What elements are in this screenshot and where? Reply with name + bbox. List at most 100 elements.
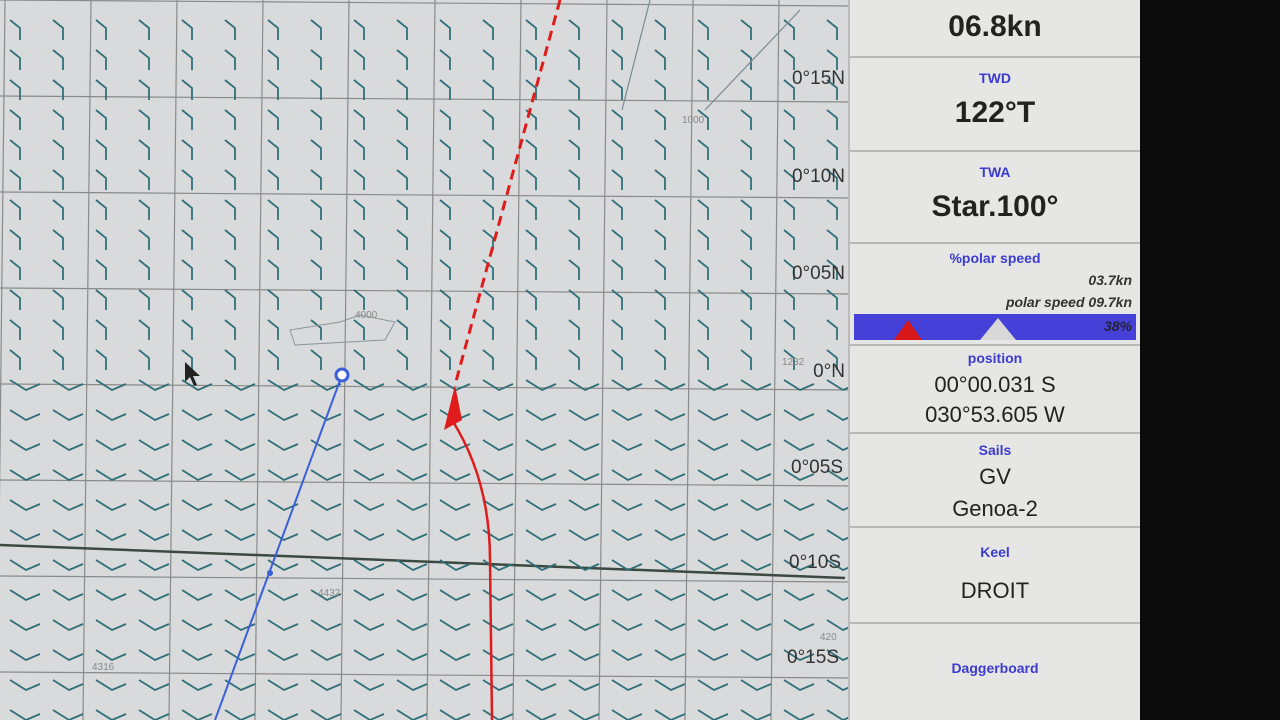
wind-barb-icon (396, 259, 408, 280)
wind-barb-icon (310, 199, 322, 220)
wind-barb-icon (224, 409, 256, 422)
contour-line (289, 314, 396, 346)
wind-barb-icon (697, 259, 709, 280)
wind-barb-icon (482, 559, 514, 572)
wind-barb-icon (740, 379, 772, 392)
wind-barb-icon (9, 169, 21, 190)
wind-barb-icon (525, 349, 537, 370)
wind-barb-icon (439, 79, 451, 100)
wind-barb-icon (310, 349, 322, 370)
wind-barb-icon (138, 379, 170, 392)
wind-barb-icon (396, 469, 428, 482)
map-canvas[interactable]: 1000 4000 4432 1232 420 4316 (0, 0, 855, 720)
wind-barb-icon (826, 349, 838, 370)
grid-line (770, 0, 780, 720)
wind-barb-icon (654, 649, 686, 662)
wind-barb-icon (267, 649, 299, 662)
wind-barb-icon (568, 709, 600, 720)
wind-barb-icon (740, 409, 772, 422)
wind-barb-icon (52, 559, 84, 572)
wind-barb-icon (783, 469, 815, 482)
wind-barb-icon (568, 379, 600, 392)
wind-barb-icon (439, 529, 471, 542)
wind-barb-icon (181, 79, 193, 100)
lat-label: 0°10N (791, 166, 845, 187)
wind-barb-icon (310, 469, 342, 482)
wind-barb-icon (181, 169, 193, 190)
wind-barb-icon (482, 139, 494, 160)
wind-barb-icon (568, 229, 580, 250)
wind-barb-icon (138, 349, 150, 370)
wind-barb-icon (482, 199, 494, 220)
wind-barb-icon (9, 199, 21, 220)
wind-barb-icon (697, 139, 709, 160)
wind-barb-icon (310, 679, 342, 692)
wind-barb-icon (95, 409, 127, 422)
wind-barb-icon (138, 559, 170, 572)
wind-barb-icon (482, 499, 514, 512)
wind-barb-icon (9, 589, 41, 602)
wind-barb-icon (740, 259, 752, 280)
wind-barb-icon (52, 199, 64, 220)
chart-map[interactable]: 1000 4000 4432 1232 420 4316 0°15N 0°10N 0°05… (0, 0, 855, 720)
wind-barb-icon (439, 709, 471, 720)
wind-barb-icon (439, 499, 471, 512)
wind-barb-icon (310, 109, 322, 130)
wind-barb-icon (353, 529, 385, 542)
wind-barb-icon (482, 379, 514, 392)
wind-barb-icon (396, 709, 428, 720)
wind-barb-icon (224, 79, 236, 100)
wind-barb-icon (525, 409, 557, 422)
wind-barb-icon (9, 469, 41, 482)
wind-barb-icon (181, 649, 213, 662)
wind-barb-icon (654, 319, 666, 340)
wind-barb-icon (568, 199, 580, 220)
wind-barb-icon (611, 649, 643, 662)
wind-barb-icon (9, 559, 41, 572)
wind-barb-icon (95, 379, 127, 392)
wind-barb-icon (396, 559, 428, 572)
wind-barb-icon (138, 529, 170, 542)
wind-barb-icon (267, 49, 279, 70)
wind-barb-icon (697, 649, 729, 662)
wind-barb-icon (783, 529, 815, 542)
current-speed: 03.7kn (1088, 272, 1132, 288)
wind-barb-icon (568, 49, 580, 70)
contour-line (621, 0, 651, 111)
wind-barb-icon (52, 409, 84, 422)
wind-barb-icon (482, 229, 494, 250)
wind-barb-icon (52, 379, 84, 392)
wind-barb-icon (181, 679, 213, 692)
wind-barb-icon (654, 559, 686, 572)
wind-barb-icon (482, 679, 514, 692)
wind-barb-icon (181, 589, 213, 602)
wind-barb-icon (95, 79, 107, 100)
wind-barb-icon (525, 379, 557, 392)
lat-label: 0°05S (791, 457, 843, 478)
wind-barb-icon (654, 619, 686, 632)
wind-barb-icon (482, 469, 514, 482)
wind-barb-icon (697, 349, 709, 370)
wind-barb-icon (740, 529, 772, 542)
wind-barb-icon (783, 229, 795, 250)
wind-barb-icon (568, 679, 600, 692)
wind-barb-icon (224, 589, 256, 602)
wind-barb-icon (181, 349, 193, 370)
wind-barb-icon (525, 649, 557, 662)
wind-barb-icon (611, 619, 643, 632)
wind-barb-icon (482, 709, 514, 720)
wind-barb-icon (52, 529, 84, 542)
wind-barb-icon (9, 229, 21, 250)
wind-barb-icon (310, 409, 342, 422)
wind-barb-icon (525, 529, 557, 542)
wind-barb-icon (95, 559, 127, 572)
wind-barb-icon (525, 679, 557, 692)
wind-barb-icon (224, 199, 236, 220)
wind-barb-icon (224, 649, 256, 662)
grid-line (426, 0, 436, 720)
wind-barb-icon (310, 259, 322, 280)
wind-barb-icon (611, 439, 643, 452)
boat-speed: 06.8kn (948, 10, 1042, 43)
wind-barb-icon (138, 469, 170, 482)
wind-barb-icon (224, 439, 256, 452)
